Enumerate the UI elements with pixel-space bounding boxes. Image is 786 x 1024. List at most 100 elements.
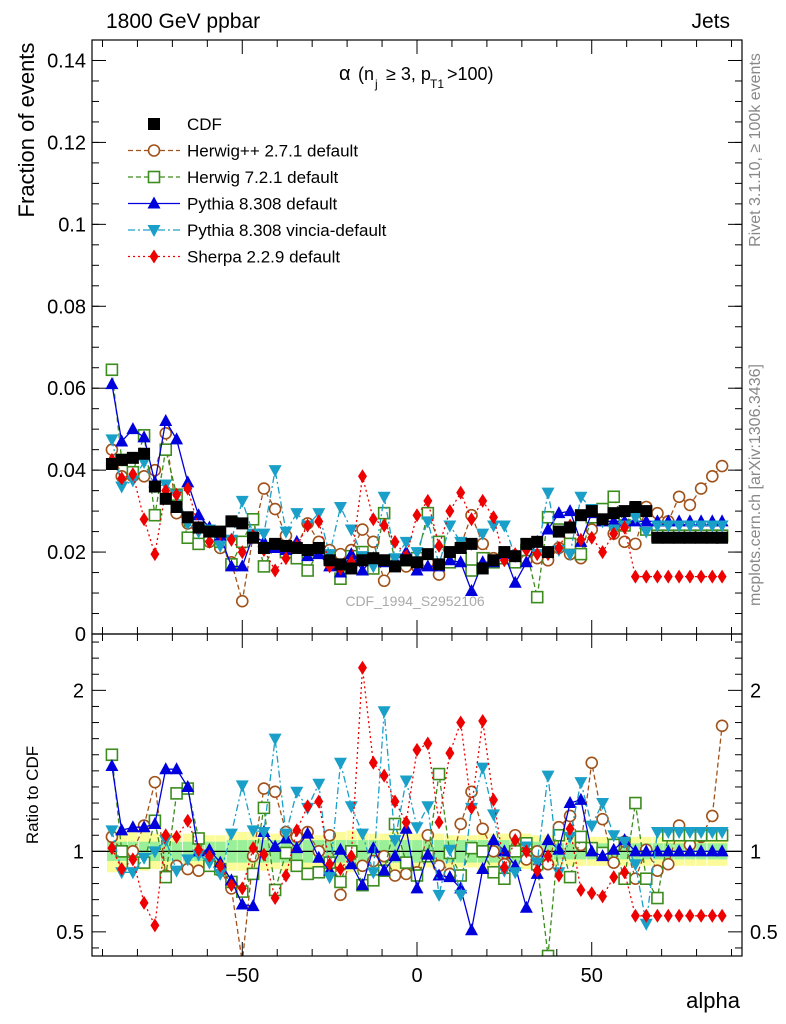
annotation-geq: ≥ 3, p (386, 64, 431, 84)
ratio-point-pythia-8-308-vincia-default (661, 827, 675, 840)
x-tick-label: 50 (581, 965, 603, 987)
top-point-pythia-8-308-default (170, 432, 184, 445)
ratio-point-sherpa-2-2-9-default (368, 755, 378, 770)
ratio-point-herwig-7-2-1-default (246, 867, 260, 881)
ratio-point-herwig-2-7-1-default (705, 809, 719, 823)
top-point-cdf (225, 515, 238, 528)
top-point-cdf (400, 554, 413, 567)
legend-entry-cdf: CDF (148, 115, 222, 134)
ratio-point-pythia-8-308-default (585, 844, 599, 857)
ratio-point-pythia-8-308-default (105, 759, 119, 772)
ratio-point-pythia-8-308-default (148, 816, 162, 829)
ratio-point-pythia-8-308-vincia-default (323, 872, 337, 885)
top-point-sherpa-2-2-9-default (434, 538, 444, 553)
top-point-sherpa-2-2-9-default (270, 563, 280, 578)
top-point-pythia-8-308-default (563, 504, 577, 517)
legend-marker-sherpa-2-2-9-default (149, 249, 159, 264)
ratio-point-herwig-2-7-1-default (323, 828, 336, 842)
top-point-sherpa-2-2-9-default (237, 545, 247, 560)
top-y-tick-label: 0.1 (58, 214, 86, 236)
ratio-point-sherpa-2-2-9-default (609, 870, 619, 885)
ratio-point-pythia-8-308-vincia-default (268, 733, 282, 746)
top-point-sherpa-2-2-9-default (423, 493, 433, 508)
top-point-herwig-7-2-1-default (290, 551, 304, 565)
ratio-point-pythia-8-308-vincia-default (148, 846, 162, 859)
top-point-sherpa-2-2-9-default (412, 508, 422, 523)
top-point-cdf (159, 492, 172, 505)
top-point-sherpa-2-2-9-default (467, 512, 477, 527)
ratio-point-pythia-8-308-default (377, 863, 391, 876)
top-y-tick-label: 0.12 (47, 132, 86, 154)
ratio-point-pythia-8-308-vincia-default (312, 778, 326, 791)
ratio-point-sherpa-2-2-9-default (161, 828, 171, 843)
ratio-point-pythia-8-308-vincia-default (508, 867, 522, 880)
ratio-point-pythia-8-308-vincia-default (487, 809, 501, 822)
ratio-point-pythia-8-308-default (432, 868, 446, 881)
ratio-point-sherpa-2-2-9-default (204, 849, 214, 864)
top-point-pythia-8-308-vincia-default (487, 520, 501, 533)
ratio-point-sherpa-2-2-9-default (565, 821, 575, 836)
ratio-point-pythia-8-308-vincia-default (377, 706, 391, 719)
top-point-herwig-2-7-1-default (137, 469, 151, 483)
top-point-sherpa-2-2-9-default (652, 569, 662, 584)
ratio-point-sherpa-2-2-9-default (663, 908, 673, 923)
top-plot: 0 0.02 0.04 0.06 0.08 0.1 0.12 0.14 (47, 39, 743, 646)
top-point-cdf (247, 531, 260, 544)
top-point-cdf (290, 541, 303, 554)
legend-label-herwig-2-7-1-default: Herwig++ 2.7.1 default (187, 142, 358, 161)
top-point-pythia-8-308-default (344, 547, 358, 560)
ratio-point-herwig-7-2-1-default (279, 846, 293, 860)
top-point-sherpa-2-2-9-default (445, 504, 455, 519)
ratio-point-sherpa-2-2-9-default (641, 908, 651, 923)
ratio-point-pythia-8-308-vincia-default (170, 865, 184, 878)
ratio-point-pythia-8-308-vincia-default (235, 780, 249, 793)
ratio-point-sherpa-2-2-9-default (652, 908, 662, 923)
top-point-sherpa-2-2-9-default (456, 485, 466, 500)
ratio-point-sherpa-2-2-9-default (172, 829, 182, 844)
ratio-point-sherpa-2-2-9-default (117, 862, 127, 877)
top-point-sherpa-2-2-9-default (139, 512, 149, 527)
ratio-point-pythia-8-308-default (388, 849, 402, 862)
bottom-y-tick-label-right: 2 (750, 680, 761, 702)
top-point-pythia-8-308-default (421, 559, 435, 572)
ratio-point-pythia-8-308-vincia-default (137, 852, 151, 865)
ratio-point-pythia-8-308-vincia-default (126, 867, 140, 880)
ratio-point-sherpa-2-2-9-default (259, 847, 269, 862)
top-point-sherpa-2-2-9-default (303, 518, 313, 533)
ratio-point-sherpa-2-2-9-default (390, 794, 400, 809)
ratio-point-pythia-8-308-vincia-default (224, 828, 238, 841)
top-y-tick-label: 0.08 (47, 296, 86, 318)
top-point-pythia-8-308-vincia-default (105, 434, 119, 447)
top-y-tick-label: 0.04 (47, 460, 86, 482)
ratio-point-herwig-7-2-1-default (629, 796, 642, 810)
top-point-sherpa-2-2-9-default (663, 569, 673, 584)
top-point-herwig-2-7-1-default (356, 523, 369, 536)
ratio-point-herwig-7-2-1-default (301, 867, 314, 881)
ratio-point-pythia-8-308-default (344, 857, 358, 870)
top-point-pythia-8-308-vincia-default (290, 508, 304, 521)
ratio-point-herwig-2-7-1-default (530, 845, 544, 858)
top-point-pythia-8-308-vincia-default (628, 512, 642, 525)
side-label-rivet: Rivet 3.1.10, ≥ 100k events (747, 53, 764, 247)
top-point-cdf (651, 531, 664, 544)
ratio-point-herwig-7-2-1-default (552, 828, 566, 842)
ratio-point-herwig-2-7-1-default (651, 864, 664, 877)
ratio-series-herwig-7-2-1-default (105, 748, 729, 956)
ratio-plot: −50 0 50 0.5 0.5 1 1 2 2 (56, 633, 778, 987)
ratio-point-pythia-8-308-default (661, 844, 675, 857)
top-y-tick-label: 0 (75, 624, 86, 646)
ratio-point-pythia-8-308-default (694, 844, 708, 857)
ratio-point-pythia-8-308-vincia-default (279, 828, 293, 841)
ratio-point-herwig-7-2-1-default (105, 748, 119, 762)
top-point-sherpa-2-2-9-default (478, 493, 488, 508)
top-point-cdf (433, 558, 446, 571)
ratio-point-sherpa-2-2-9-default (194, 842, 204, 857)
legend-marker-herwig-7-2-1-default (147, 170, 161, 184)
ratio-point-pythia-8-308-default (596, 849, 610, 862)
top-point-pythia-8-308-vincia-default (563, 549, 577, 562)
ratio-point-herwig-2-7-1-default (661, 857, 675, 871)
ratio-series-group (105, 660, 729, 956)
ratio-point-sherpa-2-2-9-default (226, 878, 236, 893)
legend-marker-herwig-2-7-1-default (147, 144, 161, 157)
ratio-point-pythia-8-308-default (268, 839, 282, 852)
